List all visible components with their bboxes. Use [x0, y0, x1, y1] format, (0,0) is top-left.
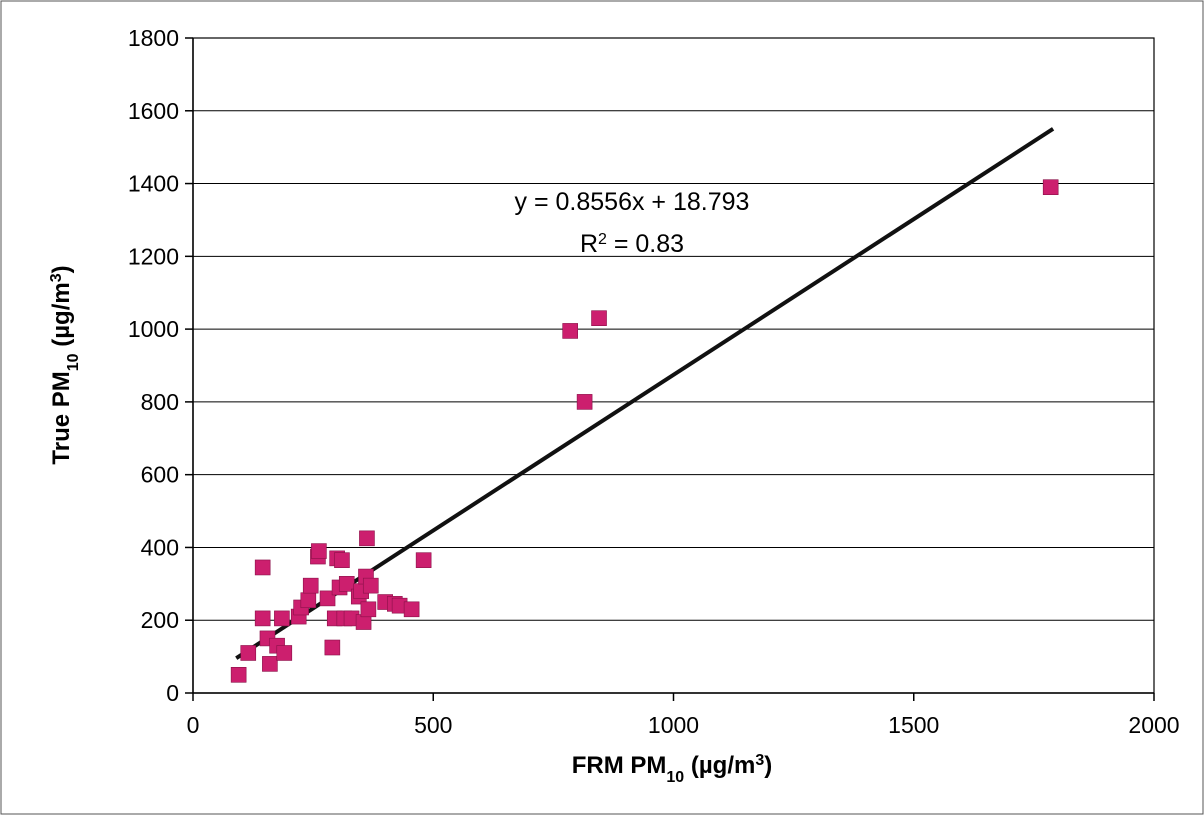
x-tick-label: 1500: [888, 712, 939, 738]
x-tick-label: 500: [414, 712, 452, 738]
gridlines: [193, 110, 1154, 621]
data-point: [274, 610, 290, 627]
x-tick-label: 1000: [648, 712, 699, 738]
data-point: [562, 323, 578, 339]
x-tick-label: 0: [187, 712, 200, 738]
y-tick-label: 1000: [128, 316, 179, 342]
y-tick-label: 0: [166, 680, 179, 706]
y-tick-label: 1400: [128, 171, 179, 197]
y-tick-label: 200: [141, 607, 179, 633]
x-axis: 0 500 1000 1500 2000: [187, 692, 1180, 738]
data-point: [262, 656, 278, 672]
data-point: [1042, 179, 1059, 195]
data-point: [319, 590, 336, 607]
data-point: [311, 543, 327, 559]
trendline-equation: y = 0.8556x + 18.793: [515, 188, 750, 216]
y-tick-label: 600: [141, 462, 179, 488]
y-tick-label: 800: [141, 389, 179, 415]
y-axis: 0 200 400 600 800 1000 1200 1400 1600 1800: [128, 25, 194, 706]
data-point: [254, 610, 271, 627]
data-point: [403, 601, 420, 618]
y-axis-title: True PM10 (µg/m3): [48, 265, 82, 464]
data-point: [360, 601, 377, 618]
y-tick-label: 1800: [128, 25, 179, 51]
data-point: [591, 310, 607, 326]
data-point: [254, 559, 271, 576]
data-point: [276, 645, 293, 661]
data-point: [362, 577, 379, 594]
x-tick-label: 2000: [1128, 712, 1179, 738]
data-point: [302, 577, 319, 594]
data-point: [230, 667, 247, 683]
data-point: [359, 530, 375, 547]
data-points: [230, 179, 1059, 683]
y-tick-label: 400: [141, 534, 179, 560]
data-point: [576, 394, 593, 410]
r-squared-label: R2 = 0.83: [580, 230, 684, 258]
data-point: [334, 552, 350, 568]
data-point: [300, 592, 317, 609]
x-axis-title: FRM PM10 (µg/m3): [572, 752, 773, 786]
data-point: [415, 552, 432, 568]
data-point: [324, 639, 341, 656]
y-tick-label: 1600: [128, 98, 179, 124]
y-tick-label: 1200: [128, 243, 179, 269]
data-point: [240, 645, 257, 661]
